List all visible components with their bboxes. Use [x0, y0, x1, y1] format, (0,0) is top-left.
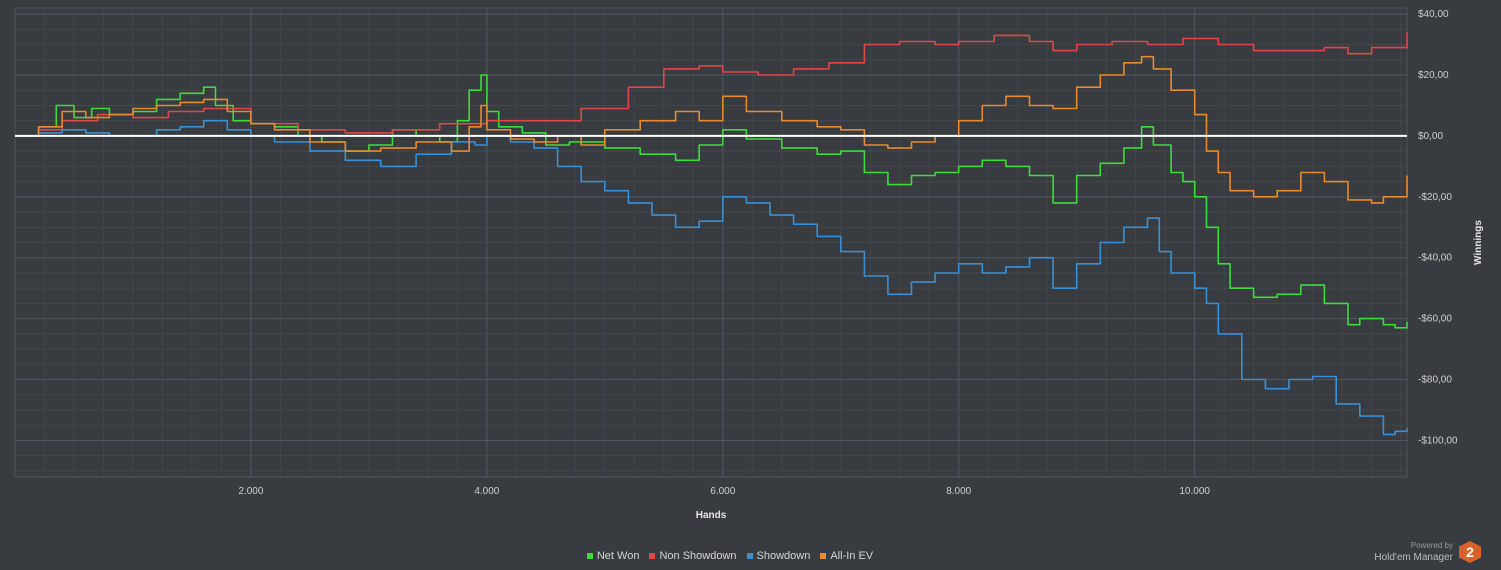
- legend-item-net-won[interactable]: Net Won: [586, 550, 640, 562]
- y-tick-labels: $40,00 $20,00 $0,00 -$20,00 -$40,00 -$60,00 -$…: [1418, 9, 1458, 446]
- legend-label: All-In EV: [830, 550, 874, 562]
- x-tick-labels: 2.000 4.000 6.000 8.000 10.000: [238, 486, 1210, 497]
- legend-item-showdown[interactable]: Showdown: [746, 550, 811, 562]
- powered-by-label: Powered by: [1410, 541, 1453, 550]
- legend-label: Net Won: [596, 550, 640, 562]
- legend-label: Showdown: [756, 550, 811, 562]
- grid-major: [15, 8, 1407, 477]
- legend-swatch-icon: [820, 553, 827, 559]
- y-axis-title: Winnings: [1473, 220, 1484, 265]
- legend-item-all-in-ev[interactable]: All-In EV: [820, 550, 873, 562]
- y-tick-label: -$80,00: [1418, 375, 1452, 386]
- y-tick-label: $0,00: [1418, 131, 1443, 142]
- series-line-net-won: [15, 74, 1408, 329]
- hem2-logo-icon: 2: [1459, 541, 1481, 563]
- x-axis-title: Hands: [696, 510, 727, 521]
- powered-by-branding: Powered by Hold'em Manager 2: [1374, 540, 1481, 564]
- y-tick-label: -$40,00: [1418, 253, 1452, 264]
- chart-legend: Net Won Non Showdown Showdown All-In EV: [0, 550, 1460, 562]
- series-line-all-in-ev: [15, 55, 1408, 204]
- legend-label: Non Showdown: [659, 550, 737, 562]
- y-tick-label: $20,00: [1418, 70, 1449, 81]
- y-tick-label: -$20,00: [1418, 192, 1452, 203]
- x-tick-label: 6.000: [710, 486, 735, 497]
- series-line-non-showdown: [15, 32, 1408, 137]
- x-tick-label: 2.000: [238, 486, 263, 497]
- y-tick-label: -$60,00: [1418, 314, 1452, 325]
- y-tick-label: -$100,00: [1418, 435, 1458, 446]
- legend-swatch-icon: [746, 553, 753, 559]
- legend-swatch-icon: [649, 553, 656, 559]
- legend-swatch-icon: [586, 553, 593, 559]
- x-tick-label: 4.000: [474, 486, 499, 497]
- grid-minor: [15, 8, 1407, 477]
- product-name: Hold'em Manager: [1374, 552, 1453, 563]
- y-tick-label: $40,00: [1418, 9, 1449, 20]
- x-tick-label: 8.000: [946, 486, 971, 497]
- x-tick-label: 10.000: [1179, 486, 1210, 497]
- legend-item-non-showdown[interactable]: Non Showdown: [649, 550, 737, 562]
